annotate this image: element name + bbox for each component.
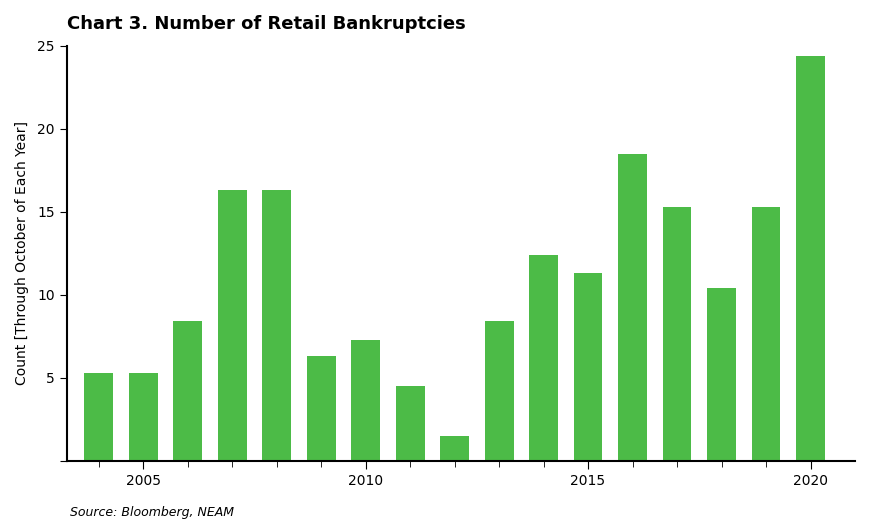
Text: Chart 3. Number of Retail Bankruptcies: Chart 3. Number of Retail Bankruptcies xyxy=(68,15,466,33)
Bar xyxy=(573,273,602,461)
Bar xyxy=(528,255,557,461)
Bar xyxy=(395,386,424,461)
Bar xyxy=(262,190,291,461)
Bar xyxy=(751,207,779,461)
Y-axis label: Count [Through October of Each Year]: Count [Through October of Each Year] xyxy=(15,121,29,385)
Bar xyxy=(173,321,202,461)
Text: Source: Bloomberg, NEAM: Source: Bloomberg, NEAM xyxy=(70,506,234,519)
Bar xyxy=(706,288,735,461)
Bar xyxy=(795,56,824,461)
Bar xyxy=(351,340,380,461)
Bar xyxy=(217,190,246,461)
Bar xyxy=(484,321,513,461)
Bar xyxy=(84,373,113,461)
Bar xyxy=(617,154,647,461)
Bar xyxy=(662,207,691,461)
Bar xyxy=(129,373,157,461)
Bar xyxy=(306,356,335,461)
Bar xyxy=(440,436,468,461)
